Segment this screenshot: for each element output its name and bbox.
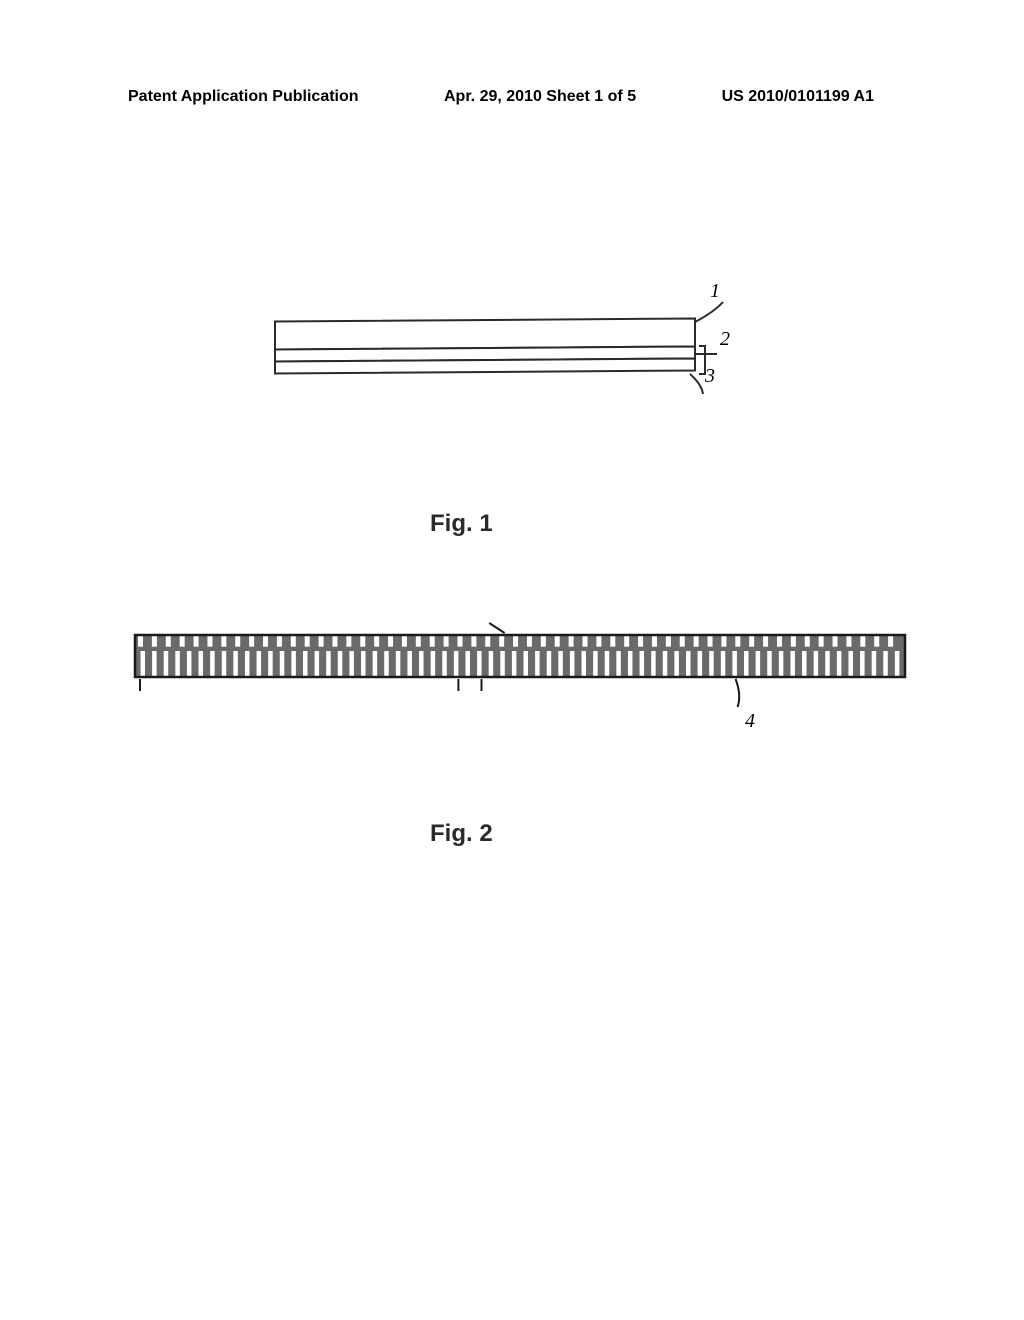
figure-2-caption: Fig. 2 bbox=[430, 820, 493, 848]
ref-num-3: 3 bbox=[705, 365, 715, 388]
page-header: Patent Application Publication Apr. 29, … bbox=[0, 88, 1024, 106]
ref-num-2: 2 bbox=[720, 328, 730, 351]
publication-label: Patent Application Publication bbox=[128, 88, 359, 106]
figure-1-drawing bbox=[270, 300, 770, 440]
ref-num-4: 4 bbox=[745, 710, 755, 733]
date-sheet: Apr. 29, 2010 Sheet 1 of 5 bbox=[444, 88, 636, 106]
figure-1-caption: Fig. 1 bbox=[430, 510, 493, 538]
publication-number: US 2010/0101199 A1 bbox=[722, 88, 874, 106]
ref-num-1: 1 bbox=[710, 280, 720, 303]
figure-2-drawing bbox=[130, 620, 930, 760]
